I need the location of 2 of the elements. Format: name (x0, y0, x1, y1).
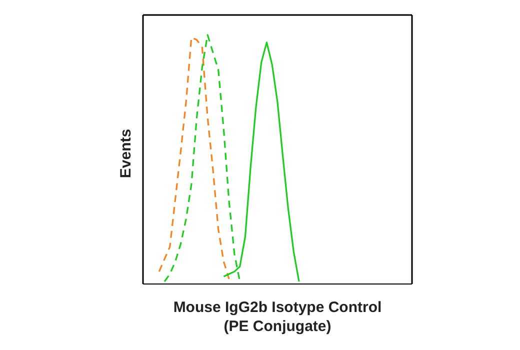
y-axis-title: Events (118, 128, 134, 180)
x-axis-title: Mouse IgG2b Isotype Control (PE Conjugate) (172, 298, 383, 336)
